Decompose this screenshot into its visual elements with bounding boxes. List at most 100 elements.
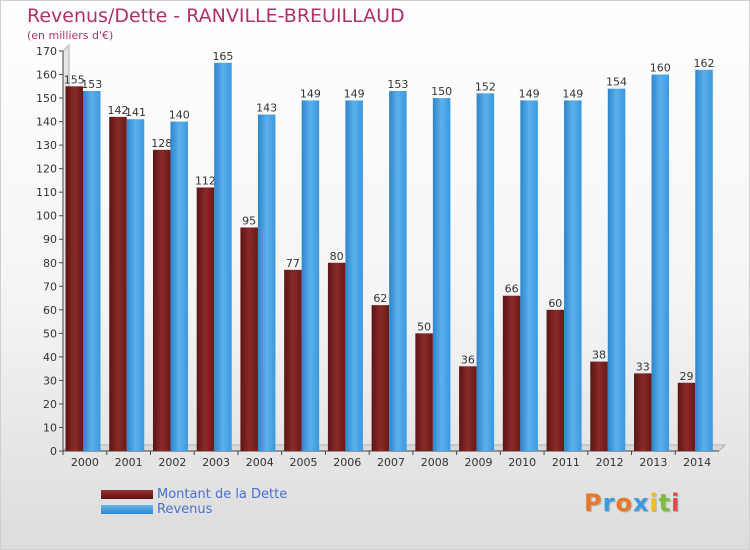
bar-dette-2014 (677, 382, 696, 451)
y-tick-label: 130 (36, 139, 57, 152)
y-tick-label: 170 (36, 45, 57, 58)
bar-revenus-2009 (476, 93, 495, 452)
bar-dette-2011 (546, 309, 565, 451)
bar-revenus-2003 (214, 62, 232, 451)
y-tick-label: 10 (43, 421, 57, 434)
value-label-revenus-2007: 153 (387, 78, 408, 91)
x-tick-label: 2007 (377, 456, 405, 469)
value-label-dette-2001: 142 (107, 104, 128, 117)
logo-letter: P (584, 489, 603, 517)
bar-revenus-2007 (389, 91, 407, 451)
bar-dette-2001 (109, 116, 127, 451)
value-label-revenus-2014: 162 (694, 57, 715, 70)
y-tick-label: 120 (36, 163, 57, 176)
legend-item-revenus: Revenus (101, 502, 331, 518)
proxiti-logo: Proxiti (584, 489, 680, 517)
bar-dette-2007 (371, 305, 390, 451)
bar-dette-2010 (502, 295, 521, 451)
legend-swatch-revenus (101, 505, 153, 514)
y-tick-label: 0 (50, 445, 57, 458)
value-label-dette-2000: 155 (64, 73, 85, 86)
logo-letter: o (615, 489, 633, 517)
x-tick-label: 2003 (202, 456, 230, 469)
bar-revenus-2005 (301, 100, 320, 451)
value-label-revenus-2005: 149 (300, 87, 321, 100)
y-tick-label: 90 (43, 233, 57, 246)
y-tick-label: 60 (43, 304, 57, 317)
value-label-revenus-2004: 143 (256, 102, 277, 115)
x-tick-label: 2013 (639, 456, 667, 469)
value-label-revenus-2002: 140 (169, 109, 190, 122)
value-label-dette-2005: 77 (286, 257, 300, 270)
bar-revenus-2006 (345, 100, 363, 451)
bar-dette-2002 (152, 149, 171, 451)
bar-dette-2008 (415, 333, 433, 451)
x-tick-label: 2014 (683, 456, 711, 469)
bar-dette-2013 (634, 373, 652, 451)
y-tick-label: 150 (36, 92, 57, 105)
bar-dette-2012 (590, 361, 608, 451)
logo-letter: i (671, 489, 681, 517)
value-label-revenus-2000: 153 (81, 78, 102, 91)
bar-dette-2004 (240, 227, 258, 451)
value-label-dette-2003: 112 (195, 174, 216, 187)
y-tick-label: 50 (43, 327, 57, 340)
x-tick-label: 2000 (71, 456, 99, 469)
legend: Montant de la Dette Revenus (101, 487, 331, 518)
value-label-revenus-2006: 149 (344, 87, 365, 100)
y-tick-label: 80 (43, 257, 57, 270)
y-tick-label: 70 (43, 280, 57, 293)
bar-revenus-2008 (432, 98, 451, 451)
legend-item-dette: Montant de la Dette (101, 487, 331, 503)
value-label-revenus-2003: 165 (212, 50, 233, 63)
y-tick-label: 100 (36, 210, 57, 223)
value-label-revenus-2013: 160 (650, 62, 671, 75)
logo-letter: x (632, 489, 650, 517)
logo-letter: t (658, 489, 672, 517)
bar-revenus-2010 (520, 100, 538, 451)
value-label-dette-2012: 38 (592, 349, 606, 362)
value-label-dette-2002: 128 (151, 137, 172, 150)
x-tick-label: 2010 (508, 456, 536, 469)
bar-revenus-2012 (607, 88, 626, 451)
bar-revenus-2000 (83, 91, 101, 451)
y-tick-label: 40 (43, 351, 57, 364)
y-tick-label: 20 (43, 398, 57, 411)
bar-dette-2009 (459, 366, 477, 451)
x-tick-label: 2006 (333, 456, 361, 469)
value-label-revenus-2001: 141 (125, 106, 146, 119)
value-label-revenus-2009: 152 (475, 80, 496, 93)
value-label-dette-2014: 29 (680, 370, 694, 383)
value-label-dette-2011: 60 (548, 297, 562, 310)
y-tick-label: 110 (36, 186, 57, 199)
bar-revenus-2014 (695, 69, 713, 451)
x-tick-label: 2001 (115, 456, 143, 469)
bar-dette-2005 (284, 269, 302, 451)
bar-revenus-2001 (126, 119, 145, 451)
y-tick-label: 30 (43, 374, 57, 387)
x-tick-label: 2004 (246, 456, 274, 469)
x-tick-label: 2012 (596, 456, 624, 469)
value-label-dette-2008: 50 (417, 320, 431, 333)
x-tick-label: 2002 (158, 456, 186, 469)
bar-dette-2006 (327, 262, 346, 451)
legend-swatch-dette (101, 490, 153, 499)
value-label-dette-2006: 80 (330, 250, 344, 263)
logo-letter: i (649, 489, 659, 517)
bar-revenus-2011 (564, 100, 582, 451)
value-label-dette-2004: 95 (242, 214, 256, 227)
value-label-dette-2007: 62 (373, 292, 387, 305)
bar-dette-2003 (196, 187, 215, 451)
logo-letter: r (602, 489, 616, 517)
chart-subtitle: (en milliers d'€) (27, 29, 114, 42)
x-tick-label: 2011 (552, 456, 580, 469)
y-tick-label: 140 (36, 116, 57, 129)
value-label-dette-2009: 36 (461, 353, 475, 366)
x-tick-label: 2009 (464, 456, 492, 469)
legend-label-dette: Montant de la Dette (157, 487, 288, 502)
x-tick-label: 2008 (421, 456, 449, 469)
value-label-dette-2013: 33 (636, 360, 650, 373)
chart-title: Revenus/Dette - RANVILLE-BREUILLAUD (27, 5, 405, 27)
